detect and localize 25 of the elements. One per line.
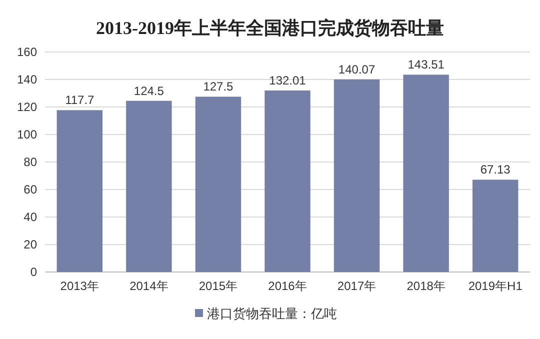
xtick: 2016年 — [268, 279, 307, 293]
data-label: 132.01 — [269, 73, 306, 88]
data-label: 127.5 — [203, 80, 234, 94]
ytick: 140 — [16, 72, 37, 86]
data-label: 143.51 — [408, 58, 444, 72]
legend-label: 港口货物吞吐量：亿吨 — [207, 306, 337, 321]
data-label: 67.13 — [480, 162, 510, 177]
data-label: 124.5 — [134, 84, 164, 98]
xtick: 2015年 — [198, 279, 238, 293]
ytick: 60 — [24, 182, 37, 196]
title: 2013-2019年上半年全国港口完成货物吞吐量 — [96, 18, 444, 38]
ytick: 160 — [16, 45, 37, 59]
data-label: 117.7 — [65, 93, 94, 108]
ytick: 40 — [24, 210, 37, 224]
ytick: 120 — [16, 100, 37, 114]
xtick: 2017年 — [337, 279, 376, 293]
xtick: 2014年 — [130, 279, 168, 293]
ytick: 80 — [24, 155, 37, 169]
xtick: 2013年 — [60, 279, 99, 293]
data-label: 140.07 — [338, 62, 376, 76]
ytick: 100 — [16, 128, 37, 142]
ytick: 20 — [24, 238, 37, 252]
xtick: 2019年H1 — [468, 279, 522, 293]
xtick: 2018年 — [406, 279, 446, 293]
ytick: 0 — [30, 265, 37, 279]
